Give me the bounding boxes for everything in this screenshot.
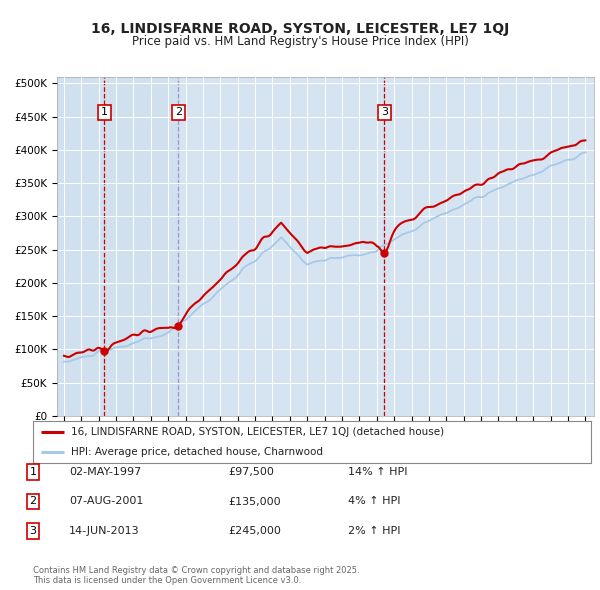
Text: 16, LINDISFARNE ROAD, SYSTON, LEICESTER, LE7 1QJ (detached house): 16, LINDISFARNE ROAD, SYSTON, LEICESTER,… [71,427,444,437]
Text: £245,000: £245,000 [228,526,281,536]
Text: 1: 1 [101,107,108,117]
Text: 2% ↑ HPI: 2% ↑ HPI [348,526,401,536]
Bar [178,77,385,416]
Text: 14% ↑ HPI: 14% ↑ HPI [348,467,407,477]
Text: 3: 3 [29,526,37,536]
Text: £135,000: £135,000 [228,497,281,506]
Text: 16, LINDISFARNE ROAD, SYSTON, LEICESTER, LE7 1QJ: 16, LINDISFARNE ROAD, SYSTON, LEICESTER,… [91,22,509,37]
Text: Contains HM Land Registry data © Crown copyright and database right 2025.
This d: Contains HM Land Registry data © Crown c… [33,566,359,585]
Text: 07-AUG-2001: 07-AUG-2001 [69,497,143,506]
Text: £97,500: £97,500 [228,467,274,477]
Text: HPI: Average price, detached house, Charnwood: HPI: Average price, detached house, Char… [71,447,323,457]
Text: 14-JUN-2013: 14-JUN-2013 [69,526,140,536]
Text: 2: 2 [29,497,37,506]
Text: 2: 2 [175,107,182,117]
Bar [385,77,594,416]
Bar [104,77,178,416]
Text: 02-MAY-1997: 02-MAY-1997 [69,467,141,477]
Text: 4% ↑ HPI: 4% ↑ HPI [348,497,401,506]
Text: Price paid vs. HM Land Registry's House Price Index (HPI): Price paid vs. HM Land Registry's House … [131,35,469,48]
Text: 3: 3 [381,107,388,117]
Text: 1: 1 [29,467,37,477]
Bar [57,77,104,416]
